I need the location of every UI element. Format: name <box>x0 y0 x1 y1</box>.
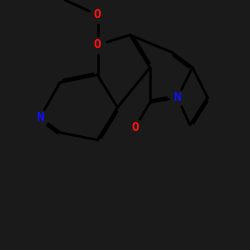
Text: N: N <box>36 111 44 124</box>
Text: N: N <box>174 91 181 104</box>
Text: O: O <box>131 121 139 134</box>
Text: O: O <box>94 38 101 52</box>
Text: O: O <box>94 8 101 22</box>
